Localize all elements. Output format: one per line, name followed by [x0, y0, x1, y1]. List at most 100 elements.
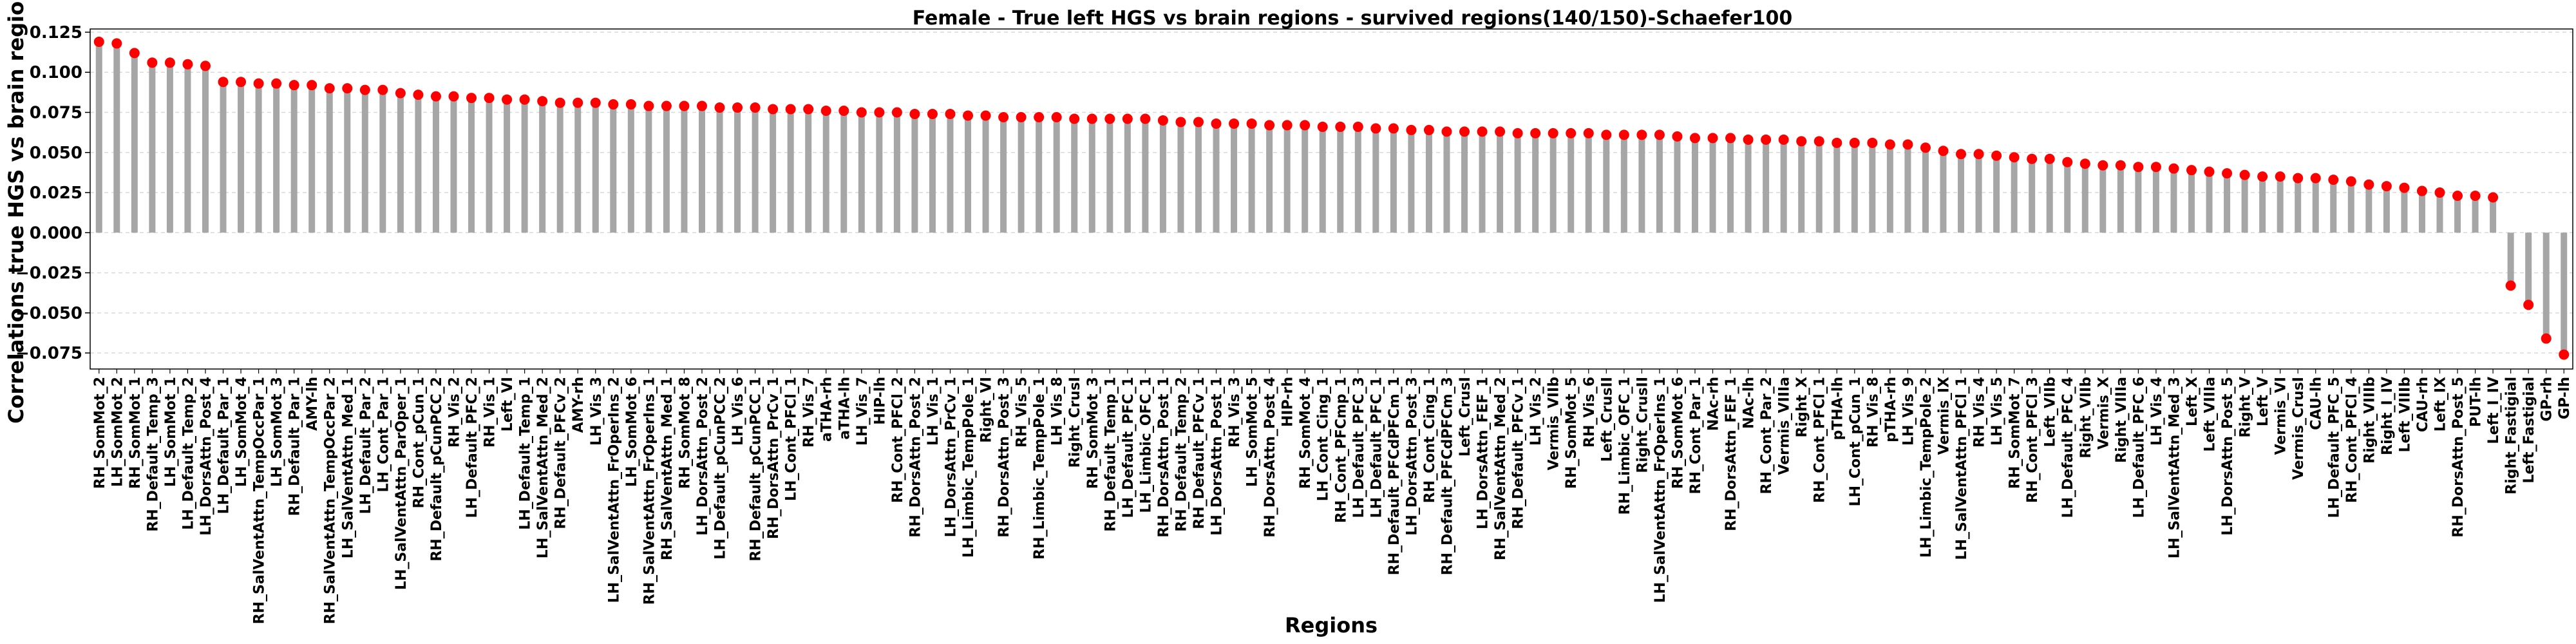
lollipop-marker	[2115, 160, 2126, 171]
x-tick-label: LH_Default_PFC_1	[1368, 377, 1385, 518]
lollipop-marker	[874, 107, 885, 118]
y-axis-ticks: −0.075 −0.050 −0.025 0.000 0.025 0.050 0.075 0.…	[15, 23, 90, 363]
lollipop-marker	[2133, 162, 2144, 173]
lollipop-marker	[1034, 111, 1045, 122]
lollipop-marker	[448, 91, 459, 102]
lollipop-marker	[129, 48, 140, 59]
x-tick-label: LH_Cont_pCun_1	[1848, 377, 1864, 506]
x-axis-ticks: RH_SomMot_2 LH_SomMot_2 RH_SomMot_1 RH_Defa…	[92, 369, 2573, 624]
lollipop-marker	[271, 78, 282, 89]
lollipop-marker	[1264, 120, 1275, 131]
lollipop-marker	[537, 96, 548, 107]
lollipop-marker	[803, 104, 814, 115]
x-tick-label: LH_Limbic_OFC_1	[1138, 377, 1154, 513]
x-tick-label: RH_Default_PFCdPFCm_3	[1439, 377, 1455, 575]
x-tick-label: Right_VIIb	[2078, 377, 2094, 459]
x-tick-label: RH_DorsAttn_Post_4	[1262, 377, 1278, 538]
x-tick-label: LH_DorsAttn_Post_4	[198, 377, 214, 536]
x-tick-label: Right_Fastigial	[2504, 377, 2520, 495]
x-tick-label: NAc-lh	[1741, 377, 1757, 429]
lollipop-marker	[1707, 133, 1718, 144]
lollipop-marker	[573, 97, 583, 108]
x-tick-label: Vermis_CrusI	[2291, 377, 2307, 480]
lollipop-marker	[377, 84, 388, 95]
x-tick-label: pTHA-lh	[1830, 377, 1846, 440]
lollipop-marker	[2257, 171, 2268, 182]
y-tick-label: 0.100	[30, 63, 82, 82]
lollipop-marker	[768, 104, 779, 115]
lollipop-marker	[1956, 149, 1967, 160]
x-axis-label: Regions	[1285, 613, 1378, 638]
x-tick-label: LH_Vis_7	[855, 377, 871, 446]
lollipop-marker	[200, 61, 211, 71]
lollipop-marker	[945, 109, 956, 119]
lollipop-marker	[679, 100, 690, 111]
x-tick-label: HIP-rh	[1280, 377, 1296, 427]
lollipop-marker	[1832, 137, 1842, 148]
x-tick-label: RH_Cont_Cing_1	[1422, 377, 1438, 503]
lollipop-marker	[2062, 156, 2073, 167]
lollipop-marker	[1884, 139, 1895, 150]
y-tick-label: −0.075	[15, 344, 82, 363]
x-tick-label: RH_Vis_1	[482, 377, 498, 448]
lollipop-marker	[998, 111, 1009, 122]
x-tick-label: LH_Default_PFC_2	[464, 377, 480, 518]
lollipop-marker	[785, 104, 796, 115]
x-tick-label: Vermis_VIIIa	[1777, 377, 1793, 475]
lollipop-marker	[714, 102, 725, 113]
x-tick-label: CAU-rh	[2415, 377, 2431, 432]
plot-frame	[90, 28, 2573, 370]
lollipop-marker	[1300, 120, 1311, 131]
x-tick-label: Left_I_IV	[2486, 377, 2502, 444]
x-tick-label: RH_Vis_8	[1865, 377, 1881, 448]
stems	[95, 41, 2568, 355]
y-tick-label: 0.000	[30, 223, 82, 243]
x-tick-label: Vermis_VIIb	[1546, 377, 1562, 470]
lollipop-marker	[1477, 126, 1488, 137]
lollipop-marker	[1406, 124, 1417, 135]
x-tick-label: LH_DorsAttn_Post_1	[1209, 377, 1226, 536]
x-tick-label: RH_Cont_Par_2	[1759, 377, 1775, 494]
y-tick-label: 0.025	[30, 184, 82, 203]
lollipop-marker	[1423, 124, 1434, 135]
lollipop-marker	[2168, 163, 2179, 174]
x-tick-label: Right_CrusII	[1634, 377, 1651, 473]
lollipop-marker	[1459, 126, 1470, 137]
x-tick-label: RH_SalVentAttn_TempOccPar_1	[252, 377, 268, 624]
lollipop-marker	[359, 84, 370, 95]
markers	[93, 36, 2570, 360]
x-tick-label: LH_SomMot_6	[624, 377, 640, 487]
lollipop-marker	[1761, 134, 1772, 145]
lollipop-marker	[93, 36, 104, 47]
lollipop-marker	[643, 100, 654, 111]
lollipop-marker	[838, 106, 849, 117]
x-tick-label: LH_SomMot_2	[109, 377, 126, 487]
lollipop-marker	[1814, 136, 1824, 147]
lollipop-marker	[1317, 121, 1328, 132]
lollipop-marker	[1388, 123, 1399, 134]
x-tick-label: LH_Vis_5	[1989, 377, 2005, 446]
x-tick-label: LH_Limbic_TempPole_1	[961, 377, 977, 558]
x-tick-label: RH_SomMot_8	[677, 377, 693, 489]
lollipop-marker	[2559, 349, 2570, 360]
lollipop-marker	[1140, 113, 1151, 124]
lollipop-marker	[554, 97, 565, 108]
x-tick-label: LH_Default_PFC_6	[2131, 377, 2147, 518]
y-tick-label: −0.025	[15, 264, 82, 283]
x-tick-label: RH_SomMot_5	[1564, 377, 1580, 489]
lollipop-marker	[608, 99, 619, 110]
lollipop-marker	[1211, 118, 1222, 129]
x-tick-label: HIP-lh	[872, 377, 888, 425]
x-tick-label: RH_SomMot_3	[1085, 377, 1101, 489]
x-tick-label: AMY-lh	[305, 377, 321, 431]
x-tick-label: RH_SomMot_4	[1298, 377, 1314, 489]
x-tick-label: RH_DorsAttn_PrCv_1	[766, 377, 782, 539]
lollipop-marker	[307, 80, 317, 91]
x-tick-label: RH_DorsAttn_Post_2	[907, 377, 923, 538]
x-tick-label: Vermis_X	[2096, 377, 2112, 450]
x-tick-label: RH_Cont_PFCl_1	[1812, 377, 1828, 503]
lollipop-marker	[891, 107, 902, 118]
lollipop-marker	[2434, 187, 2445, 198]
lollipop-marker	[2009, 152, 2020, 163]
